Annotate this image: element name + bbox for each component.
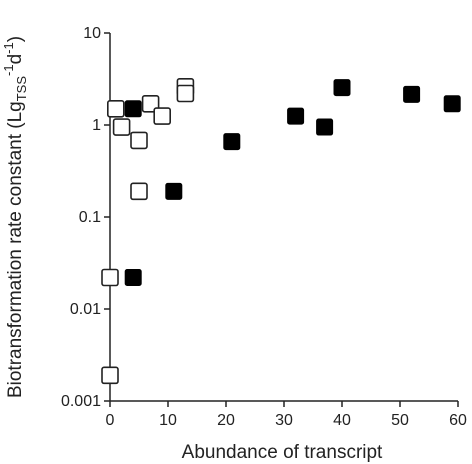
filled-square-point <box>333 79 351 97</box>
open-square-point <box>153 107 171 125</box>
filled-square-point <box>165 182 183 200</box>
x-tick-label: 30 <box>275 412 293 429</box>
x-tick-label: 40 <box>333 412 351 429</box>
y-axis-title-superscript-1: -1 <box>1 64 16 76</box>
data-points <box>101 78 461 385</box>
open-square-point <box>101 268 119 287</box>
filled-square-point <box>403 85 421 103</box>
y-axis-title-suffix: ) <box>5 36 26 42</box>
filled-square-point <box>443 95 461 113</box>
filled-square-point <box>287 107 305 125</box>
y-tick-label: 10 <box>83 25 101 42</box>
x-axis-title: Abundance of transcript <box>182 442 383 463</box>
open-square-point <box>130 182 148 201</box>
y-tick-label: 0.001 <box>61 393 101 410</box>
y-axis-title-superscript-2: -1 <box>1 42 16 54</box>
open-square-point <box>176 84 195 103</box>
filled-square-point <box>223 133 241 151</box>
y-axis-title-prefix: Biotransformation rate constant (Lg <box>5 101 26 398</box>
y-tick-label: 0.01 <box>70 301 101 318</box>
x-tick-label: 10 <box>159 412 177 429</box>
y-axis-title: Biotransformation rate constant (LgTSS-1… <box>1 36 29 398</box>
filled-square-point <box>124 100 142 118</box>
x-tick-label: 60 <box>449 412 467 429</box>
x-tick-label: 50 <box>391 412 409 429</box>
y-axis-title-subscript: TSS <box>14 76 29 102</box>
tick-labels: 0 10 20 30 40 50 60 10 1 0.1 0.01 0.001 <box>61 25 467 429</box>
filled-square-point <box>316 118 334 136</box>
axis-titles: Abundance of transcript Biotransformatio… <box>1 36 383 463</box>
filled-square-point <box>124 268 142 286</box>
y-axis-title-middle: d <box>5 54 26 65</box>
tick-marks <box>104 32 459 407</box>
y-tick-label: 0.1 <box>79 209 101 226</box>
y-tick-label: 1 <box>92 117 101 134</box>
x-tick-label: 0 <box>106 412 115 429</box>
open-square-point <box>107 99 125 118</box>
open-square-point <box>112 118 131 136</box>
x-tick-label: 20 <box>217 412 235 429</box>
open-square-point <box>130 131 148 150</box>
open-square-point <box>101 366 119 385</box>
